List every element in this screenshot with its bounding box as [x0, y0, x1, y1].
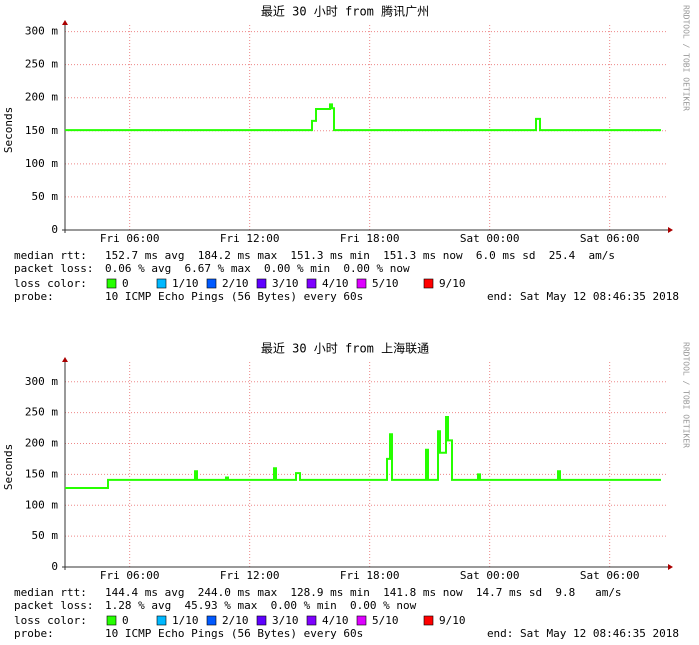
y-tick-label: 50 m — [32, 190, 59, 203]
probe-text: 10 ICMP Echo Pings (56 Bytes) every 60s — [105, 290, 363, 303]
axis-arrow — [668, 227, 673, 233]
stat-label: loss color: — [14, 614, 87, 627]
x-tick-label: Fri 06:00 — [100, 232, 160, 245]
axis-arrow — [62, 357, 68, 362]
loss-swatch — [423, 615, 434, 626]
y-tick-label: 50 m — [32, 529, 59, 542]
loss-swatch — [306, 615, 317, 626]
loss-label: 2/10 — [222, 277, 249, 290]
rtt-line — [65, 416, 661, 489]
loss-swatch — [106, 615, 117, 626]
end-time: end: Sat May 12 08:46:35 2018 — [487, 627, 679, 640]
loss-label: 9/10 — [439, 277, 466, 290]
y-axis-label: Seconds — [2, 444, 15, 490]
loss-label: 4/10 — [322, 277, 349, 290]
stat-label: probe: — [14, 290, 54, 303]
loss-swatch — [156, 278, 167, 289]
loss-label: 1/10 — [172, 277, 199, 290]
stat-text: 144.4 ms avg 244.0 ms max 128.9 ms min 1… — [105, 586, 622, 599]
x-tick-label: Fri 12:00 — [220, 232, 280, 245]
chart-title: 最近 30 小时 from 上海联通 — [261, 341, 429, 356]
loss-label: 3/10 — [272, 614, 299, 627]
y-tick-label: 300 m — [25, 375, 58, 388]
y-tick-label: 150 m — [25, 467, 58, 480]
y-tick-label: 250 m — [25, 58, 58, 71]
stat-label: probe: — [14, 627, 54, 640]
y-tick-label: 250 m — [25, 406, 58, 419]
x-tick-label: Sat 06:00 — [580, 569, 640, 582]
x-tick-label: Sat 06:00 — [580, 232, 640, 245]
probe-text: 10 ICMP Echo Pings (56 Bytes) every 60s — [105, 627, 363, 640]
loss-label: 5/10 — [372, 614, 399, 627]
chart-panel: 最近 30 小时 from 腾讯广州 RRDTOOL / TOBI OETIKER… — [2, 4, 691, 304]
axis-arrow — [668, 564, 673, 570]
loss-swatch — [156, 615, 167, 626]
y-tick-label: 300 m — [25, 25, 58, 38]
x-tick-label: Sat 00:00 — [460, 569, 520, 582]
axis-arrow — [62, 20, 68, 25]
loss-label: 9/10 — [439, 614, 466, 627]
y-tick-label: 0 — [51, 560, 58, 573]
rtt-line — [65, 103, 661, 132]
stat-label: median rtt: — [14, 249, 87, 262]
chart-title: 最近 30 小时 from 腾讯广州 — [261, 4, 429, 19]
watermark: RRDTOOL / TOBI OETIKER — [682, 342, 691, 448]
loss-swatch — [306, 278, 317, 289]
loss-swatch — [206, 615, 217, 626]
y-tick-label: 100 m — [25, 498, 58, 511]
y-tick-label: 0 — [51, 223, 58, 236]
loss-label: 5/10 — [372, 277, 399, 290]
stat-label: packet loss: — [14, 599, 93, 612]
end-time: end: Sat May 12 08:46:35 2018 — [487, 290, 679, 303]
loss-label: 4/10 — [322, 614, 349, 627]
stat-text: 152.7 ms avg 184.2 ms max 151.3 ms min 1… — [105, 249, 615, 262]
stat-label: packet loss: — [14, 262, 93, 275]
loss-swatch — [256, 615, 267, 626]
x-tick-label: Fri 06:00 — [100, 569, 160, 582]
loss-swatch — [423, 278, 434, 289]
x-tick-label: Fri 12:00 — [220, 569, 280, 582]
loss-swatch — [256, 278, 267, 289]
x-tick-label: Fri 18:00 — [340, 569, 400, 582]
x-tick-label: Fri 18:00 — [340, 232, 400, 245]
loss-swatch — [356, 278, 367, 289]
loss-label: 1/10 — [172, 614, 199, 627]
loss-label: 3/10 — [272, 277, 299, 290]
y-tick-label: 150 m — [25, 124, 58, 137]
stat-text: 1.28 % avg 45.93 % max 0.00 % min 0.00 %… — [105, 599, 417, 612]
loss-label: 2/10 — [222, 614, 249, 627]
stat-label: median rtt: — [14, 586, 87, 599]
stat-label: loss color: — [14, 277, 87, 290]
loss-swatch — [356, 615, 367, 626]
y-tick-label: 100 m — [25, 157, 58, 170]
loss-swatch — [206, 278, 217, 289]
loss-label: 0 — [122, 277, 129, 290]
watermark: RRDTOOL / TOBI OETIKER — [682, 5, 691, 111]
y-tick-label: 200 m — [25, 437, 58, 450]
loss-label: 0 — [122, 614, 129, 627]
x-tick-label: Sat 00:00 — [460, 232, 520, 245]
loss-swatch — [106, 278, 117, 289]
y-tick-label: 200 m — [25, 91, 58, 104]
y-axis-label: Seconds — [2, 107, 15, 153]
stat-text: 0.06 % avg 6.67 % max 0.00 % min 0.00 % … — [105, 262, 410, 275]
chart-panel: 最近 30 小时 from 上海联通 RRDTOOL / TOBI OETIKER… — [2, 341, 691, 641]
